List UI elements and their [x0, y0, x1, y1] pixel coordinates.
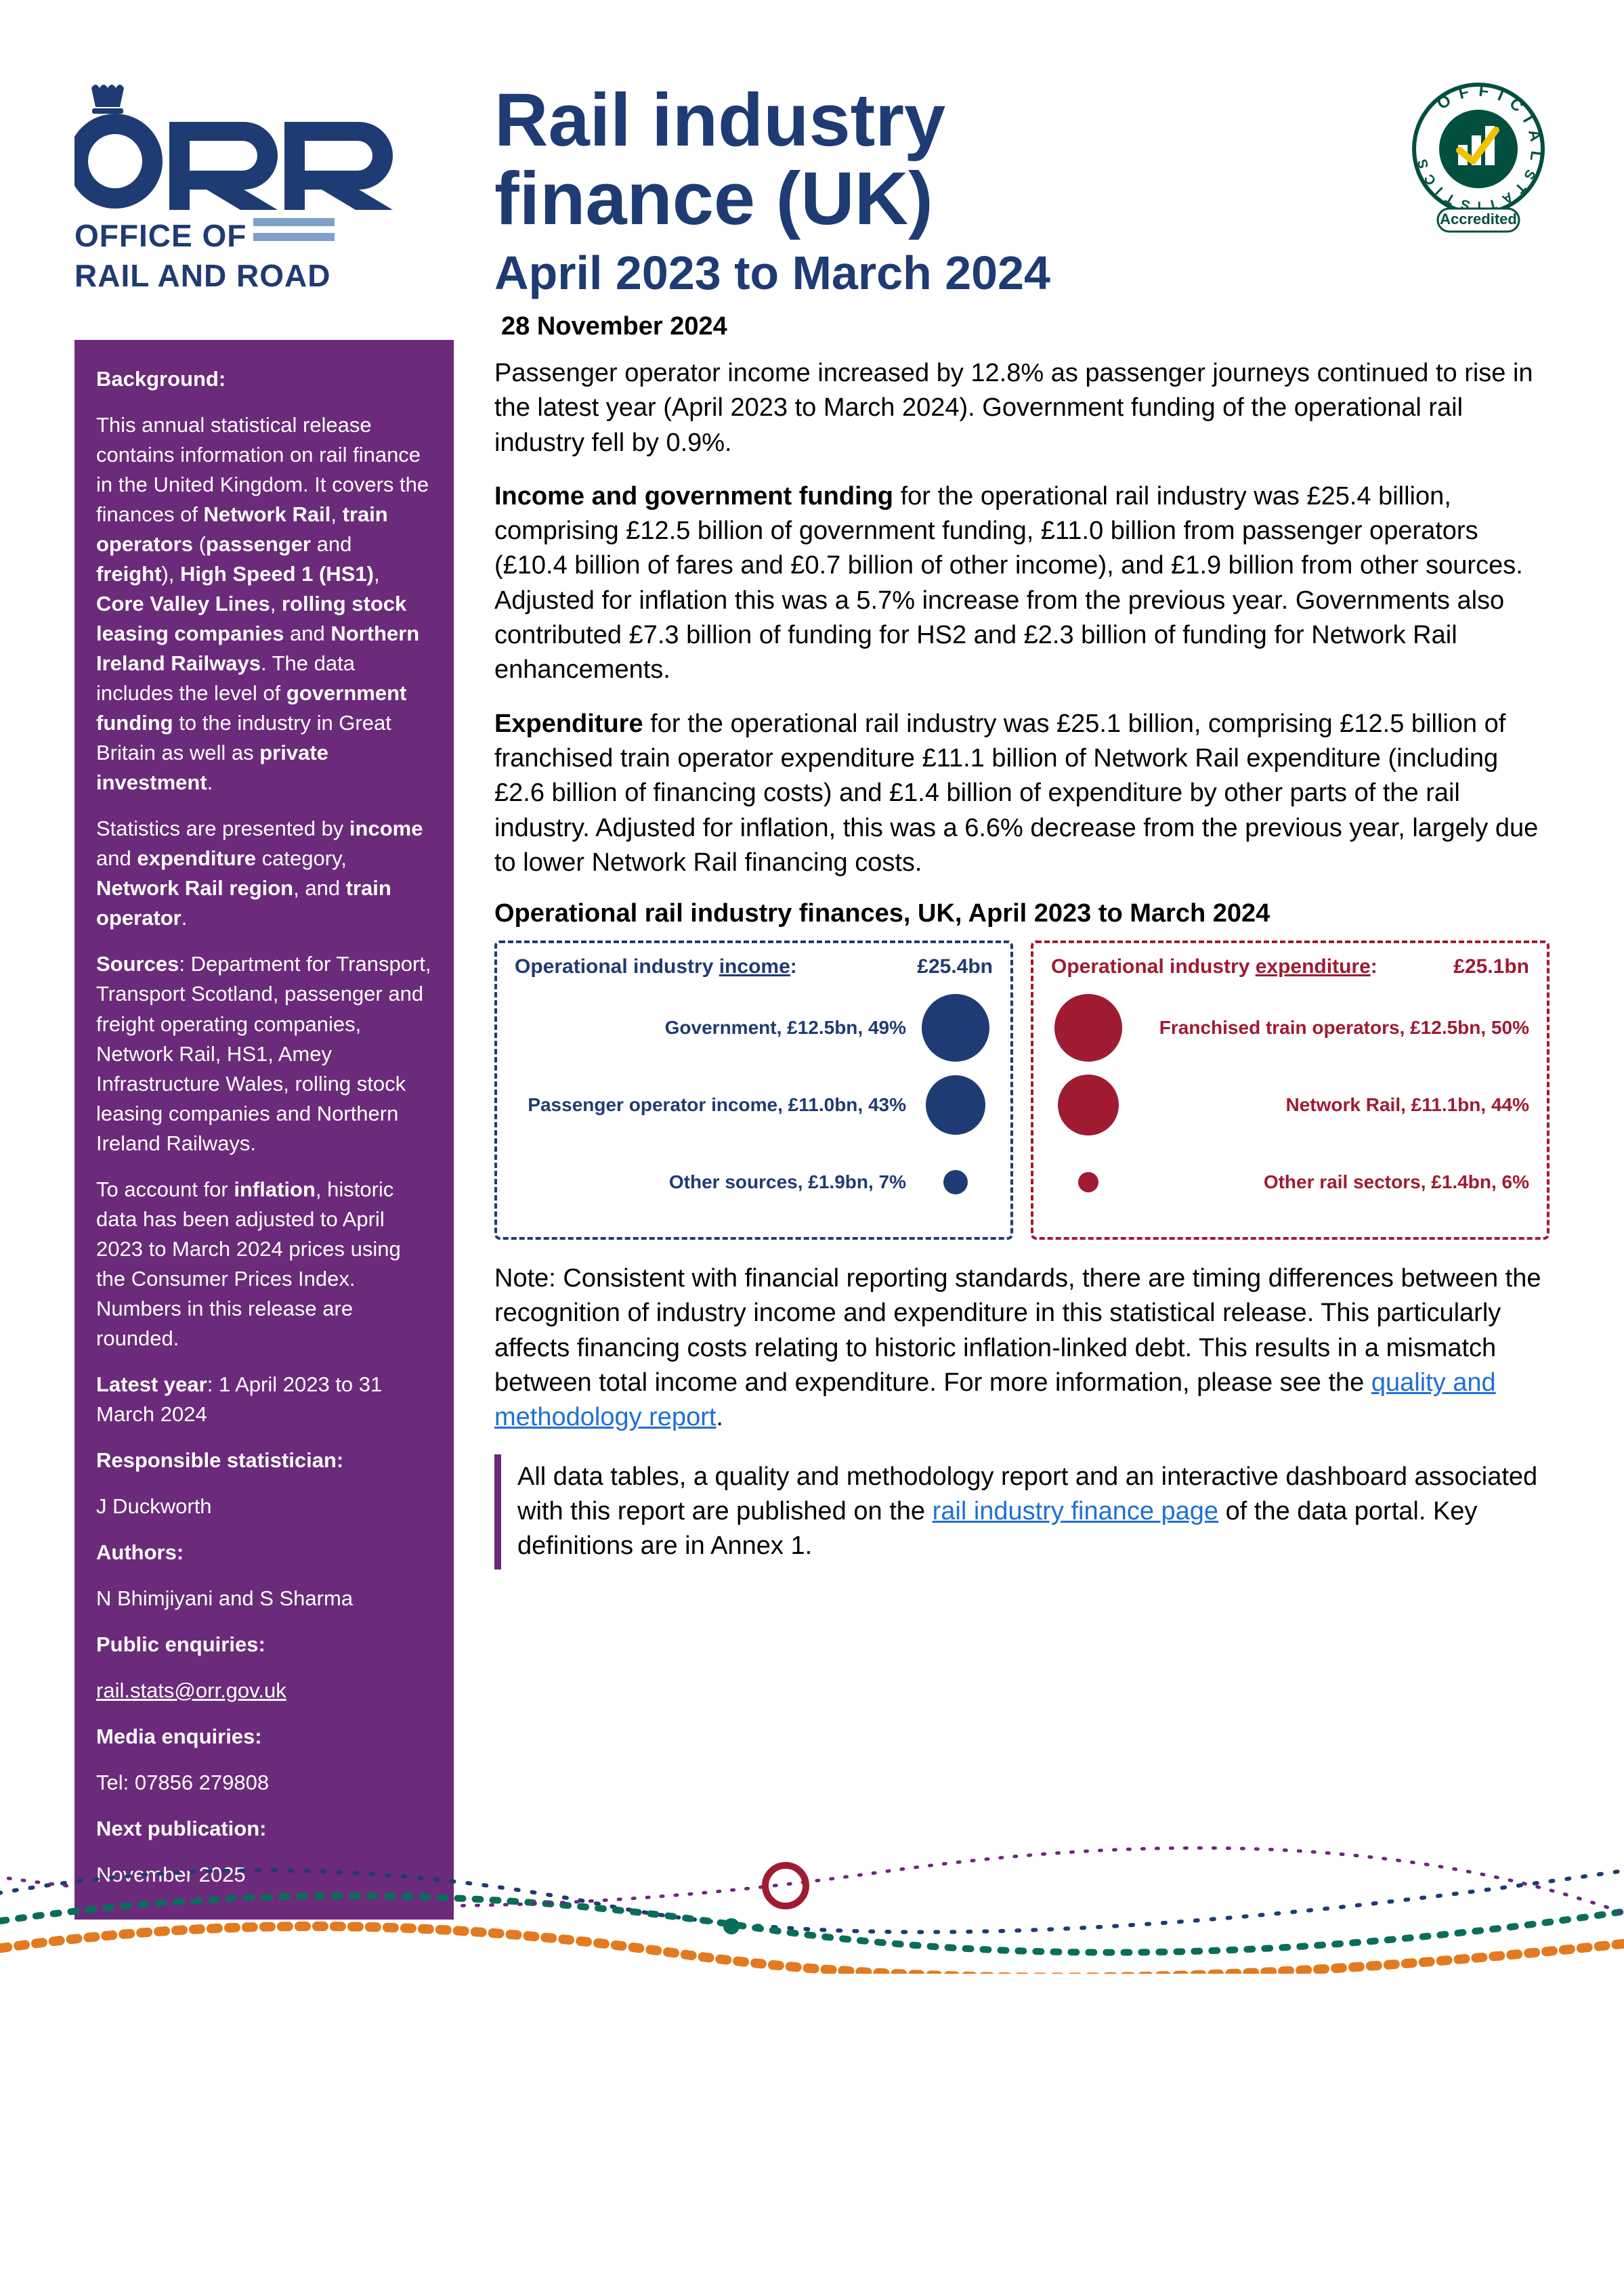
logo-line2: RAIL AND ROAD [74, 259, 454, 293]
income-total: £25.4bn [917, 955, 993, 978]
responsible-value: J Duckworth [96, 1492, 432, 1521]
income-chart: Operational industry income: £25.4bn Gov… [494, 940, 1013, 1240]
chart-section-title: Operational rail industry finances, UK, … [494, 899, 1550, 928]
background-p2: Statistics are presented by income and e… [96, 814, 432, 933]
note-paragraph: Note: Consistent with financial reportin… [494, 1261, 1550, 1435]
logo-line1: OFFICE OF [74, 219, 247, 253]
media-enquiries-label: Media enquiries: [96, 1722, 432, 1752]
official-statistics-badge: O F F I C I A L S T A T I S T I C S Accr… [1407, 81, 1550, 240]
authors-label: Authors: [96, 1538, 432, 1567]
expenditure-item: Other rail sectors, £1.4bn, 6% [1051, 1145, 1529, 1219]
data-portal-callout: All data tables, a quality and methodolo… [494, 1454, 1550, 1569]
background-p4: To account for inflation, historic data … [96, 1175, 432, 1353]
summary-p2: Income and government funding for the op… [494, 479, 1550, 688]
bubble-label: Passenger operator income, £11.0bn, 43% [515, 1093, 906, 1117]
expenditure-total: £25.1bn [1453, 955, 1529, 978]
latest-year: Latest year: 1 April 2023 to 31 March 20… [96, 1370, 432, 1429]
expenditure-item: Franchised train operators, £12.5bn, 50% [1051, 991, 1529, 1065]
bubble-label: Other rail sectors, £1.4bn, 6% [1138, 1171, 1529, 1194]
orr-logo: OFFICE OF RAIL AND ROAD [74, 81, 454, 293]
expenditure-item: Network Rail, £11.1bn, 44% [1051, 1068, 1529, 1142]
background-p3: Sources: Department for Transport, Trans… [96, 949, 432, 1158]
release-date: 28 November 2024 [501, 312, 1550, 341]
logo-bars-icon [253, 218, 335, 248]
bubble-icon [926, 1075, 985, 1135]
background-sidebar: Background: This annual statistical rele… [74, 340, 454, 1920]
bubble-label: Franchised train operators, £12.5bn, 50% [1138, 1016, 1529, 1039]
next-publication-value: November 2025 [96, 1860, 432, 1890]
expenditure-title: Operational industry expenditure: [1051, 955, 1377, 978]
media-enquiries-value: Tel: 07856 279808 [96, 1768, 432, 1798]
bubble-icon [1058, 1075, 1119, 1135]
finance-page-link[interactable]: rail industry finance page [933, 1497, 1218, 1525]
public-enquiries-label: Public enquiries: [96, 1630, 432, 1660]
bubble-label: Other sources, £1.9bn, 7% [515, 1171, 906, 1194]
income-title: Operational industry income: [515, 955, 797, 978]
badge-accredited-text: Accredited [1440, 211, 1517, 228]
responsible-label: Responsible statistician: [96, 1446, 432, 1475]
summary-p3: Expenditure for the operational rail ind… [494, 707, 1550, 880]
next-publication-label: Next publication: [96, 1814, 432, 1844]
income-item: Government, £12.5bn, 49% [515, 991, 993, 1065]
public-enquiries-link[interactable]: rail.stats@orr.gov.uk [96, 1678, 286, 1702]
income-item: Other sources, £1.9bn, 7% [515, 1145, 993, 1219]
bubble-label: Government, £12.5bn, 49% [515, 1016, 906, 1039]
orr-logo-mark [74, 81, 413, 210]
page-title-line2: finance (UK) [494, 160, 1050, 238]
authors-value: N Bhimjiyani and S Sharma [96, 1584, 432, 1613]
bubble-icon [922, 994, 989, 1062]
bubble-icon [943, 1170, 968, 1194]
bubble-icon [1078, 1172, 1098, 1192]
page-title-line1: Rail industry [494, 81, 1050, 160]
income-item: Passenger operator income, £11.0bn, 43% [515, 1068, 993, 1142]
background-heading: Background: [96, 364, 432, 394]
expenditure-chart: Operational industry expenditure: £25.1b… [1031, 940, 1550, 1240]
page-subtitle: April 2023 to March 2024 [494, 246, 1050, 300]
bubble-label: Network Rail, £11.1bn, 44% [1138, 1093, 1529, 1117]
summary-p1: Passenger operator income increased by 1… [494, 356, 1550, 460]
public-enquiries-value: rail.stats@orr.gov.uk [96, 1676, 432, 1706]
bubble-icon [1054, 994, 1122, 1062]
background-p1: This annual statistical release contains… [96, 410, 432, 798]
